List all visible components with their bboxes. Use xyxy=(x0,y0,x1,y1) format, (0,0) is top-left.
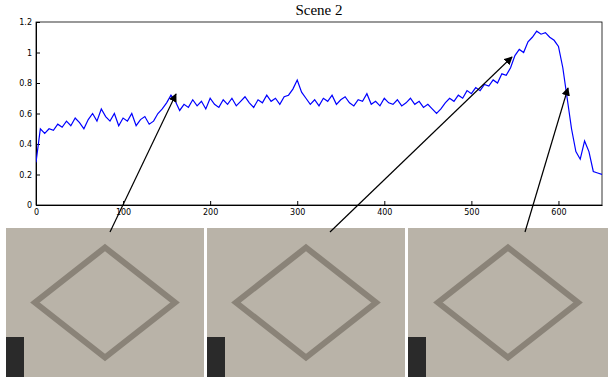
x-tick: 600 xyxy=(551,201,566,217)
y-tick-mark xyxy=(36,114,40,115)
y-tick: 1 xyxy=(27,49,40,58)
photo-pattern xyxy=(438,248,578,358)
x-tick-label: 500 xyxy=(464,208,479,217)
x-tick-mark xyxy=(558,201,559,205)
y-tick-mark xyxy=(36,83,40,84)
y-tick: 0.8 xyxy=(19,79,40,88)
photo-panels xyxy=(6,228,608,377)
y-tick-label: 1.2 xyxy=(19,18,32,27)
y-tick: 1.2 xyxy=(19,18,40,27)
y-tick: 0 xyxy=(27,201,40,210)
plot-area xyxy=(36,31,602,174)
x-tick: 300 xyxy=(290,201,305,217)
x-tick-label: 0 xyxy=(34,208,39,217)
photo xyxy=(6,228,204,377)
photo-pattern xyxy=(35,248,175,358)
x-tick: 400 xyxy=(377,201,392,217)
photo-pattern xyxy=(236,248,376,358)
x-tick-label: 200 xyxy=(203,208,218,217)
series-line xyxy=(36,31,602,174)
x-axis: 0100200300400500600 xyxy=(34,201,603,217)
arrows xyxy=(110,57,568,232)
arrow xyxy=(110,94,176,232)
x-tick-label: 300 xyxy=(290,208,305,217)
y-tick-label: 0 xyxy=(27,201,32,210)
x-tick: 200 xyxy=(203,201,218,217)
y-tick-label: 0.2 xyxy=(19,171,32,180)
x-tick-mark xyxy=(297,201,298,205)
y-tick-mark xyxy=(36,205,40,206)
y-tick-mark xyxy=(36,53,40,54)
photo-shadow xyxy=(408,337,426,377)
arrow xyxy=(330,57,512,232)
photo-shadow xyxy=(6,337,24,377)
x-axis-line xyxy=(37,205,603,206)
photo-shadow xyxy=(207,337,225,377)
y-tick-label: 1 xyxy=(27,49,32,58)
y-tick: 0.2 xyxy=(19,171,40,180)
y-tick: 0.4 xyxy=(19,140,40,149)
y-tick-label: 0.4 xyxy=(19,140,32,149)
x-tick-mark xyxy=(210,201,211,205)
arrow xyxy=(525,88,568,232)
photo xyxy=(207,228,405,377)
x-tick-label: 400 xyxy=(377,208,392,217)
y-tick-label: 0.8 xyxy=(19,79,32,88)
y-axis: 0 0.2 0.4 0.6 0.8 1 1.2 xyxy=(19,18,40,210)
plot-frame xyxy=(36,22,602,205)
photo xyxy=(408,228,608,377)
y-tick-label: 0.6 xyxy=(19,110,32,119)
x-tick: 500 xyxy=(464,201,479,217)
y-tick: 0.6 xyxy=(19,110,40,119)
x-tick-label: 600 xyxy=(551,208,566,217)
y-tick-mark xyxy=(36,22,40,23)
x-tick-mark xyxy=(471,201,472,205)
x-tick-mark xyxy=(384,201,385,205)
y-tick-mark xyxy=(36,175,40,176)
title: Scene 2 xyxy=(295,2,342,18)
chart: Scene 2010020030040050060000.20.40.60.81… xyxy=(0,0,608,377)
